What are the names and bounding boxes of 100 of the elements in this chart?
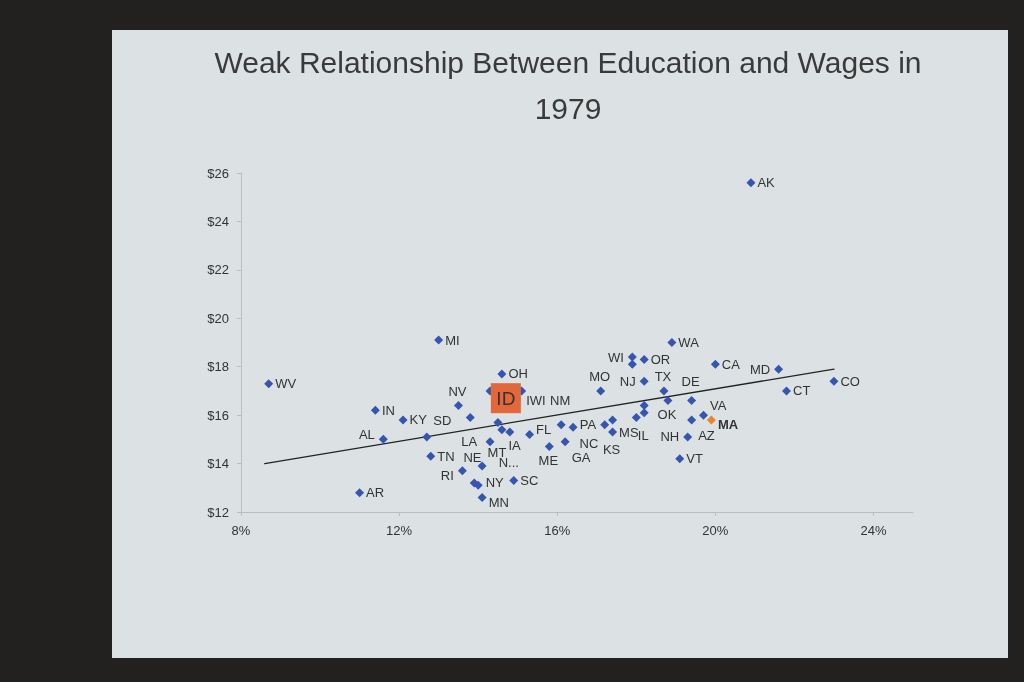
- point: [525, 430, 535, 440]
- data-label: AR: [366, 485, 385, 501]
- data-label: LA: [461, 434, 478, 450]
- point: [505, 427, 515, 437]
- data-label: PA: [579, 417, 597, 433]
- chart-title: Weak Relationship Between Education and Wages in 1979: [213, 45, 923, 127]
- point: [687, 415, 697, 425]
- point: [639, 376, 649, 386]
- point: [477, 461, 487, 471]
- data-label: WA: [678, 335, 700, 350]
- data-label: MA: [717, 417, 739, 433]
- data-label: NY: [485, 475, 505, 491]
- point: [631, 413, 641, 423]
- point: [497, 425, 507, 435]
- data-label: VT: [686, 451, 703, 467]
- point: [829, 376, 839, 386]
- data-label: WI: [607, 349, 624, 365]
- point: [687, 396, 697, 406]
- y-tick-label: $16: [207, 407, 229, 423]
- point: [509, 476, 519, 486]
- data-label: AK: [757, 175, 776, 191]
- point: [544, 442, 554, 452]
- x-tick-label: 12%: [386, 523, 413, 538]
- data-label: OH: [508, 366, 528, 382]
- point: [596, 386, 606, 396]
- data-label: ID: [496, 387, 516, 409]
- point: [560, 437, 570, 447]
- data-label: KS: [602, 442, 621, 458]
- data-label: CO: [840, 373, 860, 389]
- point: [667, 338, 677, 347]
- point: [264, 379, 274, 389]
- point: [398, 415, 408, 425]
- point: [627, 352, 637, 362]
- data-label: NM: [550, 393, 571, 409]
- data-label: MS: [619, 424, 639, 440]
- data-label: MI: [445, 332, 460, 348]
- data-label: AL: [358, 426, 375, 442]
- point: [608, 415, 618, 425]
- data-label: RI: [440, 468, 454, 484]
- data-label: NE: [463, 450, 482, 466]
- point: [370, 405, 380, 415]
- point: [600, 420, 610, 430]
- data-label: TX: [654, 369, 672, 385]
- point: [426, 451, 436, 461]
- point: [453, 400, 463, 410]
- point: [378, 434, 388, 444]
- data-label: AZ: [698, 428, 715, 444]
- point: [675, 454, 685, 464]
- data-label: CA: [721, 356, 741, 372]
- y-tick-label: $12: [207, 504, 229, 520]
- data-label: SD: [433, 413, 452, 429]
- point: [782, 386, 792, 396]
- point: [434, 335, 444, 345]
- point: [627, 359, 637, 369]
- data-label: MN: [488, 494, 509, 510]
- point: [485, 437, 495, 447]
- data-label: OK: [657, 407, 677, 423]
- point: [774, 364, 784, 374]
- point: [639, 354, 649, 364]
- point: [465, 413, 475, 423]
- point: [639, 400, 649, 410]
- x-tick-label: 24%: [860, 523, 887, 538]
- y-tick-label: $20: [207, 310, 229, 326]
- point: [457, 466, 467, 476]
- point: [497, 369, 507, 379]
- point: [746, 178, 756, 188]
- data-label: ME: [538, 453, 559, 469]
- point: [608, 427, 618, 437]
- data-label: SC: [520, 473, 539, 489]
- data-label: FL: [536, 422, 552, 438]
- data-label: GA: [571, 450, 591, 466]
- point: [683, 432, 693, 442]
- data-label: MO: [589, 369, 611, 385]
- point: [659, 386, 669, 396]
- y-tick-label: $18: [207, 359, 229, 375]
- data-label: DE: [681, 374, 700, 390]
- point: [556, 420, 566, 430]
- x-tick-label: 16%: [544, 523, 571, 538]
- point: [568, 422, 578, 432]
- data-label: WV: [275, 376, 297, 392]
- data-label: IL: [637, 427, 649, 443]
- point: [639, 408, 649, 418]
- point: [493, 417, 503, 427]
- y-tick-label: $14: [207, 456, 229, 472]
- data-label: IN: [381, 402, 395, 418]
- data-label: TN: [437, 448, 455, 464]
- x-tick-label: 20%: [702, 523, 729, 538]
- data-label: NJ: [619, 373, 636, 389]
- data-label: N...: [498, 454, 519, 470]
- y-tick-label: $26: [207, 165, 229, 181]
- point: [355, 488, 365, 498]
- data-label: IA: [508, 438, 522, 454]
- point: [477, 492, 487, 502]
- point: [710, 359, 720, 369]
- point: [706, 415, 716, 425]
- point: [698, 410, 708, 420]
- data-label: KY: [409, 412, 428, 428]
- x-tick-label: 8%: [231, 523, 251, 538]
- data-label: NH: [660, 429, 680, 445]
- data-label: IWI: [526, 393, 546, 409]
